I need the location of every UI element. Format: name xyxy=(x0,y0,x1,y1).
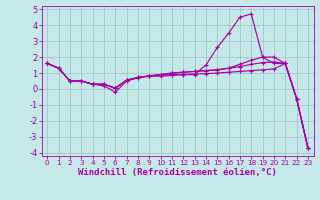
X-axis label: Windchill (Refroidissement éolien,°C): Windchill (Refroidissement éolien,°C) xyxy=(78,168,277,177)
